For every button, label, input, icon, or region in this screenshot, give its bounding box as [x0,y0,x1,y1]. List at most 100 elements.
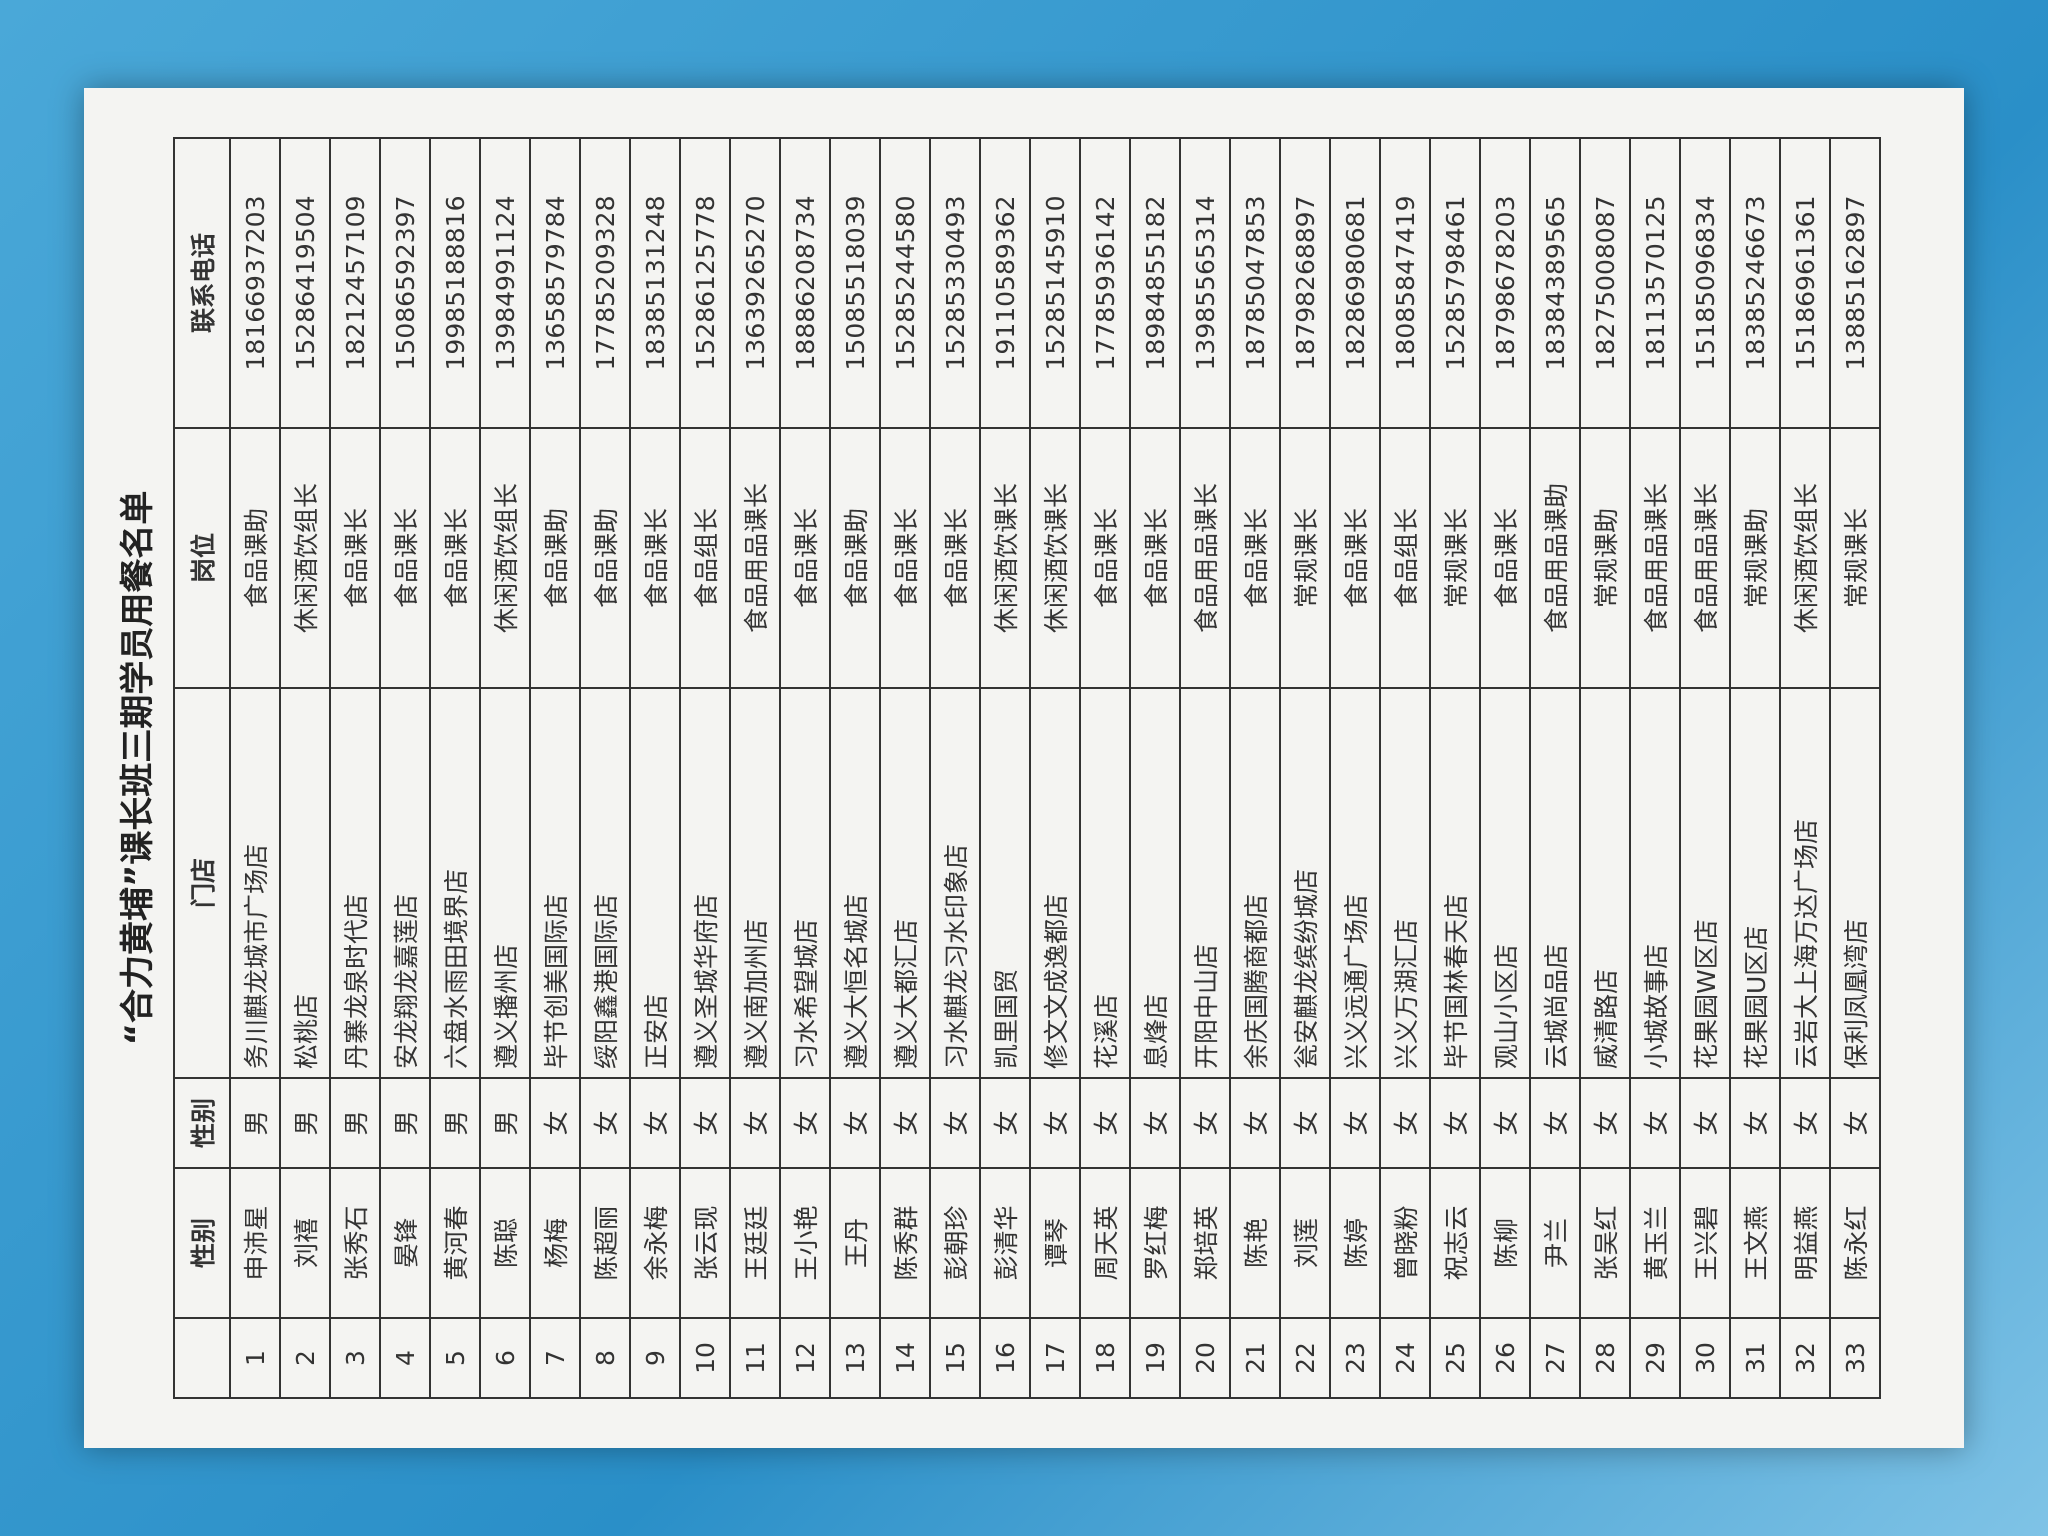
table-row: 29 黄玉兰女小城故事店 食品用品课长 18113570125 [1630,138,1680,1398]
table-cell: 遵义播州店 [480,688,530,1078]
table-cell: 15285330493 [930,138,980,428]
table-cell: 女 [1080,1078,1130,1168]
table-cell: 女 [830,1078,880,1168]
paper-sheet: “合力黄埔”课长班三期学员用餐名单 性别 性别 门店 岗位 联系电话 1 申沛星男务川麒龙… [84,88,1964,1448]
table-cell: 明益燕 [1780,1168,1830,1318]
table-cell: 绥阳鑫港国际店 [580,688,630,1078]
table-row: 12 王小艳女习水希望城店 食品课长 18886208734 [780,138,830,1398]
table-cell: 休闲酒饮组长 [280,428,330,688]
table-cell: 食品组长 [680,428,730,688]
table-cell: 女 [1730,1078,1780,1168]
table-row: 23 陈婷女兴义远通广场店 食品课长 18286980681 [1330,138,1380,1398]
table-cell: 食品课长 [330,428,380,688]
table-cell: 休闲酒饮课长 [1030,428,1080,688]
table-cell: 王兴碧 [1680,1168,1730,1318]
table-row: 6 陈聪男遵义播州店 休闲酒饮组长 13984991124 [480,138,530,1398]
table-cell: 女 [1780,1078,1830,1168]
table-cell: 女 [1580,1078,1630,1168]
table-row: 14 陈秀群女遵义大都汇店 食品课长 15285244580 [880,138,930,1398]
table-cell: 女 [1030,1078,1080,1168]
header-cell: 联系电话 [174,138,230,428]
table-cell: 2 [280,1318,330,1398]
table-cell: 17785936142 [1080,138,1130,428]
table-cell: 观山小区店 [1480,688,1530,1078]
table-cell: 1 [230,1318,280,1398]
table-cell: 常规课长 [1430,428,1480,688]
header-cell [174,1318,230,1398]
table-cell: 4 [380,1318,430,1398]
table-cell: 28 [1580,1318,1630,1398]
table-cell: 瓮安麒龙缤纷城店 [1280,688,1330,1078]
table-cell: 习水希望城店 [780,688,830,1078]
table-cell: 8 [580,1318,630,1398]
table-cell: 女 [980,1078,1030,1168]
table-cell: 女 [1130,1078,1180,1168]
table-cell: 18 [1080,1318,1130,1398]
table-cell: 食品课助 [580,428,630,688]
table-cell: 18798268897 [1280,138,1330,428]
table-cell: 女 [1480,1078,1530,1168]
table-cell: 花果园W区店 [1680,688,1730,1078]
table-cell: 兴义万湖汇店 [1380,688,1430,1078]
table-cell: 18798678203 [1480,138,1530,428]
table-cell: 26 [1480,1318,1530,1398]
table-cell: 女 [630,1078,680,1168]
table-row: 22 刘莲女瓮安麒龙缤纷城店 常规课长 18798268897 [1280,138,1330,1398]
table-cell: 食品课长 [430,428,480,688]
table-cell: 陈永红 [1830,1168,1880,1318]
table-cell: 王丹 [830,1168,880,1318]
table-cell: 务川麒龙城市广场店 [230,688,280,1078]
table-cell: 食品用品课长 [1180,428,1230,688]
table-cell: 食品用品课长 [730,428,780,688]
table-row: 21 陈艳女余庆国腾商都店 食品课长 18785047853 [1230,138,1280,1398]
table-cell: 女 [1530,1078,1580,1168]
header-cell: 性别 [174,1078,230,1168]
table-cell: 23 [1330,1318,1380,1398]
table-cell: 云岩大上海万达广场店 [1780,688,1830,1078]
table-cell: 凯里国贸 [980,688,1030,1078]
table-row: 5 黄河春男六盘水雨田境界店 食品课长 19985188816 [430,138,480,1398]
table-cell: 女 [1830,1078,1880,1168]
table-cell: 33 [1830,1318,1880,1398]
table-cell: 威清路店 [1580,688,1630,1078]
table-cell: 29 [1630,1318,1680,1398]
table-cell: 32 [1780,1318,1830,1398]
table-cell: 19110589362 [980,138,1030,428]
table-cell: 10 [680,1318,730,1398]
table-cell: 小城故事店 [1630,688,1680,1078]
table-cell: 13 [830,1318,880,1398]
table-cell: 17785209328 [580,138,630,428]
table-cell: 13885162897 [1830,138,1880,428]
table-cell: 19 [1130,1318,1180,1398]
table-cell: 7 [530,1318,580,1398]
table-cell: 16 [980,1318,1030,1398]
table-row: 4 晏锋男安龙翔龙嘉莲店 食品课长 15086592397 [380,138,430,1398]
table-row: 16 彭清华女凯里国贸 休闲酒饮课长 19110589362 [980,138,1030,1398]
table-cell: 18275008087 [1580,138,1630,428]
table-cell: 食品课长 [380,428,430,688]
table-cell: 张云现 [680,1168,730,1318]
table-row: 2 刘禧男松桃店 休闲酒饮组长 15286419504 [280,138,330,1398]
table-cell: 食品组长 [1380,428,1430,688]
table-cell: 6 [480,1318,530,1398]
table-cell: 18085847419 [1380,138,1430,428]
table-cell: 正安店 [630,688,680,1078]
table-cell: 22 [1280,1318,1330,1398]
table-row: 17 谭琴女修文文成逸都店 休闲酒饮课长 15285145910 [1030,138,1080,1398]
table-cell: 食品课长 [1230,428,1280,688]
table-cell: 陈柳 [1480,1168,1530,1318]
table-cell: 男 [280,1078,330,1168]
table-cell: 27 [1530,1318,1580,1398]
table-cell: 女 [1330,1078,1380,1168]
table-cell: 食品课助 [230,428,280,688]
table-cell: 毕节国林春天店 [1430,688,1480,1078]
table-cell: 15285798461 [1430,138,1480,428]
table-cell: 开阳中山店 [1180,688,1230,1078]
table-cell: 安龙翔龙嘉莲店 [380,688,430,1078]
table-cell: 男 [480,1078,530,1168]
table-cell: 常规课长 [1830,428,1880,688]
table-cell: 休闲酒饮课长 [980,428,1030,688]
table-cell: 刘禧 [280,1168,330,1318]
table-cell: 陈秀群 [880,1168,930,1318]
table-row: 7 杨梅女毕节创美国际店 食品课助 13658579784 [530,138,580,1398]
